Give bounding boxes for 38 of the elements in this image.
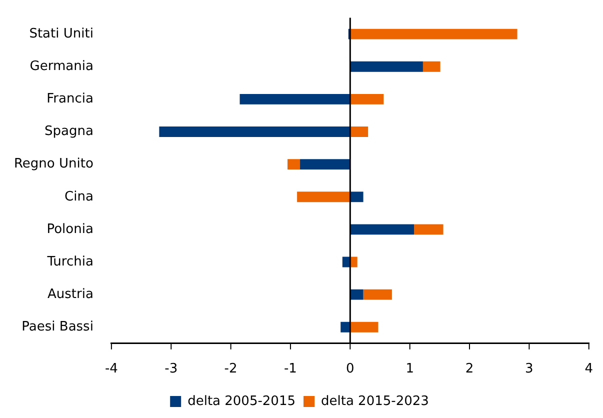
bar: [300, 159, 350, 170]
bar: [340, 322, 350, 332]
x-tick-label: 0: [346, 362, 354, 377]
bar: [350, 61, 423, 72]
y-tick-label: Spagna: [44, 124, 94, 140]
legend-label: delta 2015-2023: [321, 394, 429, 409]
bar: [287, 159, 300, 170]
x-tick-label: 1: [406, 362, 414, 377]
x-tick-label: 2: [465, 362, 474, 377]
x-tick-label: 4: [584, 362, 594, 377]
bar: [350, 224, 414, 235]
bar: [297, 192, 350, 202]
bar: [240, 94, 350, 104]
y-tick-label: Austria: [48, 286, 94, 302]
legend-label: delta 2005-2015: [188, 394, 296, 409]
y-tick-label: Polonia: [46, 222, 94, 237]
bar: [350, 28, 518, 40]
bar: [422, 61, 440, 72]
y-tick-label: Turchia: [46, 254, 94, 270]
y-tick-label: Stati Uniti: [29, 26, 94, 42]
bar: [159, 126, 350, 137]
y-tick-label: Regno Unito: [14, 156, 94, 172]
bar: [363, 289, 392, 300]
bar: [350, 192, 364, 202]
y-tick-label: Germania: [30, 59, 94, 74]
y-tick-label: Francia: [46, 92, 94, 107]
y-tick-label: Cina: [64, 189, 94, 204]
x-tick-label: -3: [164, 362, 178, 377]
x-tick-label: -1: [284, 362, 297, 377]
bar: [350, 322, 378, 332]
bar: [350, 126, 368, 137]
x-tick-label: -2: [224, 362, 238, 377]
x-tick-label: -4: [104, 362, 118, 377]
y-tick-label: Paesi Bassi: [22, 319, 94, 334]
bar: [414, 224, 444, 235]
bar: [350, 289, 364, 300]
bar: [350, 94, 384, 104]
x-tick-label: 3: [525, 362, 534, 377]
